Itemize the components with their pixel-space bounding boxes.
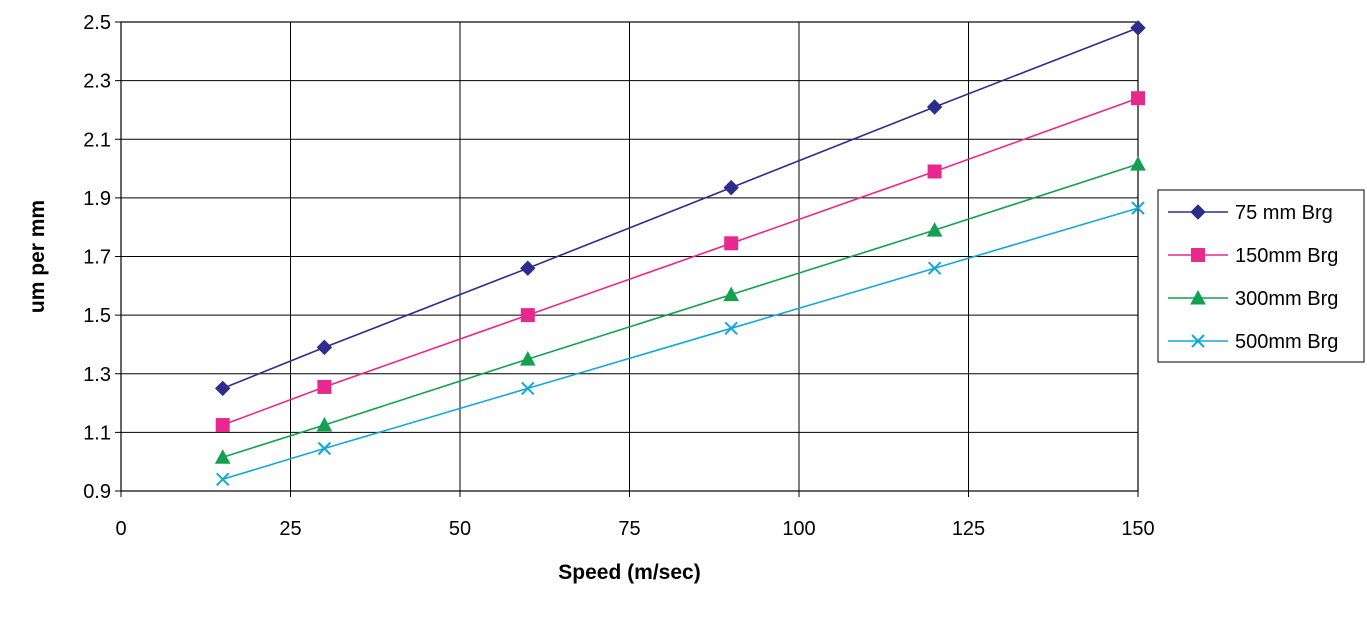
series-line-4: [222, 207, 1139, 481]
y-tick-label: 2.1: [83, 129, 111, 151]
marker-stroke: [215, 472, 230, 486]
data-point-series-3: [926, 222, 943, 237]
y-tick-label: 1.7: [83, 247, 111, 269]
x-axis-title: Speed (m/sec): [558, 561, 700, 584]
data-point-series-1: [316, 339, 333, 356]
data-point-series-1: [926, 99, 943, 115]
data-point-series-4: [724, 321, 738, 336]
series-line-1: [222, 27, 1139, 390]
series-line-3: [222, 163, 1139, 459]
data-point-series-3: [519, 351, 536, 366]
x-tick-label: 150: [1121, 518, 1154, 540]
data-point-series-1: [1130, 20, 1146, 36]
y-tick-label: 1.9: [83, 188, 111, 210]
marker-stroke: [521, 381, 535, 396]
x-tick-label: 75: [618, 518, 640, 540]
data-point-series-2: [1131, 91, 1145, 106]
data-point-series-2: [317, 379, 332, 394]
series-line-2: [222, 97, 1139, 426]
y-tick-label: 1.1: [83, 422, 111, 444]
y-tick-label: 1.3: [83, 364, 111, 386]
x-tick-label: 0: [115, 518, 126, 540]
legend-box: [1157, 189, 1365, 363]
series-lines: [214, 20, 1146, 486]
data-point-series-2: [927, 164, 942, 179]
data-point-series-2: [520, 308, 535, 323]
data-point-series-2: [724, 236, 739, 251]
legend: 75 mm Brg 150mm Brg 300mm Brg 500mm Brg: [1157, 189, 1365, 363]
data-point-series-2: [215, 418, 230, 433]
x-tick-label: 50: [449, 518, 471, 540]
legend-label: 150mm Brg: [1235, 245, 1338, 267]
marker-stroke: [927, 261, 942, 275]
x-tick-label: 25: [279, 518, 301, 540]
data-point-series-3: [316, 416, 333, 432]
data-point-series-4: [215, 472, 230, 486]
data-point-series-4: [927, 261, 942, 275]
legend-label: 75 mm Brg: [1235, 202, 1333, 224]
data-point-series-1: [723, 179, 739, 196]
legend-marker: [1191, 334, 1205, 348]
legend-marker: [1191, 248, 1205, 262]
y-tick-label: 2.3: [83, 71, 111, 93]
y-axis-title: um per mm: [26, 200, 49, 313]
data-point-series-4: [1131, 201, 1145, 215]
x-tick-label: 125: [952, 518, 985, 540]
marker-stroke: [1191, 334, 1205, 348]
marker-stroke: [724, 321, 738, 336]
marker-stroke: [317, 441, 332, 456]
legend-marker: [1190, 289, 1206, 305]
data-point-series-1: [520, 260, 536, 276]
data-point-series-3: [1130, 156, 1146, 171]
data-point-series-1: [214, 380, 231, 397]
legend-marker: [1190, 204, 1206, 220]
y-tick-label: 0.9: [83, 481, 111, 503]
data-point-series-4: [317, 441, 332, 456]
legend-label: 500mm Brg: [1235, 331, 1338, 353]
y-tick-label: 2.5: [83, 12, 111, 34]
x-tick-label: 100: [782, 518, 815, 540]
data-point-series-3: [723, 286, 740, 302]
y-tick-label: 1.5: [83, 305, 111, 327]
marker-stroke: [1131, 201, 1145, 215]
axis-ticks: 0.9 1.1 1.3 1.5 1.7 1.9 2.1 2.3 2.5 0 25 50 75 100 125…: [83, 12, 1155, 540]
legend-label: 300mm Brg: [1235, 288, 1338, 310]
data-point-series-3: [214, 449, 231, 464]
data-point-series-4: [521, 381, 535, 396]
grid: [120, 21, 1139, 492]
